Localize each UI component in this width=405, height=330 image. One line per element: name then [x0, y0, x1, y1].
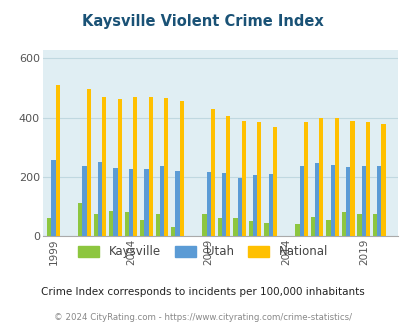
Bar: [51, 160, 55, 236]
Bar: [299, 166, 303, 236]
Bar: [210, 109, 214, 236]
Bar: [248, 221, 252, 236]
Bar: [356, 214, 361, 236]
Bar: [326, 220, 330, 236]
Bar: [78, 203, 82, 236]
Bar: [133, 97, 137, 236]
Bar: [226, 116, 230, 236]
Bar: [113, 168, 117, 236]
Bar: [124, 212, 129, 236]
Bar: [102, 97, 106, 236]
Bar: [268, 174, 272, 236]
Bar: [171, 227, 175, 236]
Bar: [129, 169, 133, 236]
Bar: [318, 118, 323, 236]
Bar: [272, 127, 276, 236]
Bar: [252, 175, 257, 236]
Bar: [117, 99, 121, 236]
Bar: [98, 162, 102, 236]
Bar: [160, 166, 164, 236]
Bar: [82, 166, 86, 236]
Bar: [222, 173, 226, 236]
Bar: [380, 124, 385, 236]
Bar: [264, 223, 268, 236]
Bar: [365, 122, 369, 236]
Bar: [341, 212, 345, 236]
Bar: [376, 166, 380, 236]
Bar: [314, 163, 318, 236]
Bar: [109, 211, 113, 236]
Bar: [156, 214, 160, 236]
Bar: [144, 169, 148, 236]
Bar: [237, 178, 241, 236]
Bar: [361, 166, 365, 236]
Bar: [202, 214, 206, 236]
Text: Kaysville Violent Crime Index: Kaysville Violent Crime Index: [82, 14, 323, 29]
Bar: [303, 122, 307, 236]
Bar: [164, 98, 168, 236]
Bar: [295, 224, 299, 236]
Bar: [47, 218, 51, 236]
Bar: [241, 120, 245, 236]
Bar: [372, 214, 376, 236]
Bar: [206, 172, 210, 236]
Bar: [140, 220, 144, 236]
Bar: [345, 167, 350, 236]
Text: © 2024 CityRating.com - https://www.cityrating.com/crime-statistics/: © 2024 CityRating.com - https://www.city…: [54, 313, 351, 322]
Bar: [350, 120, 354, 236]
Bar: [233, 218, 237, 236]
Bar: [334, 118, 338, 236]
Bar: [86, 89, 91, 236]
Bar: [310, 217, 314, 236]
Bar: [330, 165, 334, 236]
Bar: [257, 122, 261, 236]
Legend: Kaysville, Utah, National: Kaysville, Utah, National: [73, 241, 332, 263]
Bar: [94, 214, 98, 236]
Text: Crime Index corresponds to incidents per 100,000 inhabitants: Crime Index corresponds to incidents per…: [41, 287, 364, 297]
Bar: [217, 218, 222, 236]
Bar: [148, 97, 152, 236]
Bar: [175, 171, 179, 236]
Bar: [179, 101, 183, 236]
Bar: [55, 85, 60, 236]
